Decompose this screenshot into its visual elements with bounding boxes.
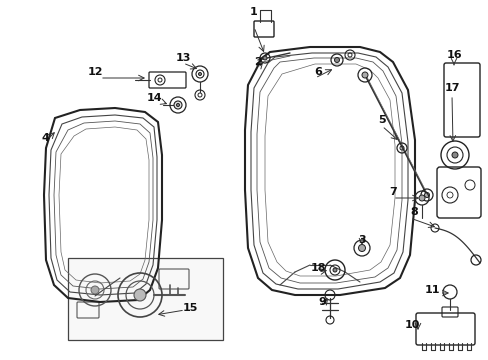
Circle shape	[334, 58, 339, 63]
Circle shape	[134, 289, 146, 301]
Text: 8: 8	[409, 207, 417, 217]
Bar	[68, 258, 223, 340]
Circle shape	[424, 193, 428, 198]
Text: 17: 17	[443, 83, 459, 93]
Text: 4: 4	[41, 133, 49, 143]
Circle shape	[418, 195, 424, 201]
Circle shape	[361, 72, 367, 78]
Circle shape	[451, 152, 457, 158]
Circle shape	[91, 286, 99, 294]
Circle shape	[263, 56, 266, 60]
Text: 13: 13	[175, 53, 190, 63]
Text: 18: 18	[309, 263, 325, 273]
Text: 11: 11	[424, 285, 439, 295]
Text: 3: 3	[357, 235, 365, 245]
Circle shape	[198, 72, 201, 76]
Text: 5: 5	[377, 115, 385, 125]
Text: 7: 7	[388, 187, 396, 197]
Circle shape	[358, 244, 365, 252]
Circle shape	[176, 104, 179, 107]
Text: 9: 9	[317, 297, 325, 307]
Text: 16: 16	[445, 50, 461, 60]
Circle shape	[332, 268, 336, 272]
Text: 10: 10	[404, 320, 419, 330]
Text: 15: 15	[182, 303, 197, 313]
Text: 1: 1	[250, 7, 257, 17]
Text: 2: 2	[254, 57, 262, 67]
Text: 6: 6	[313, 67, 321, 77]
Text: 12: 12	[87, 67, 102, 77]
Text: 14: 14	[147, 93, 163, 103]
Circle shape	[174, 101, 182, 109]
